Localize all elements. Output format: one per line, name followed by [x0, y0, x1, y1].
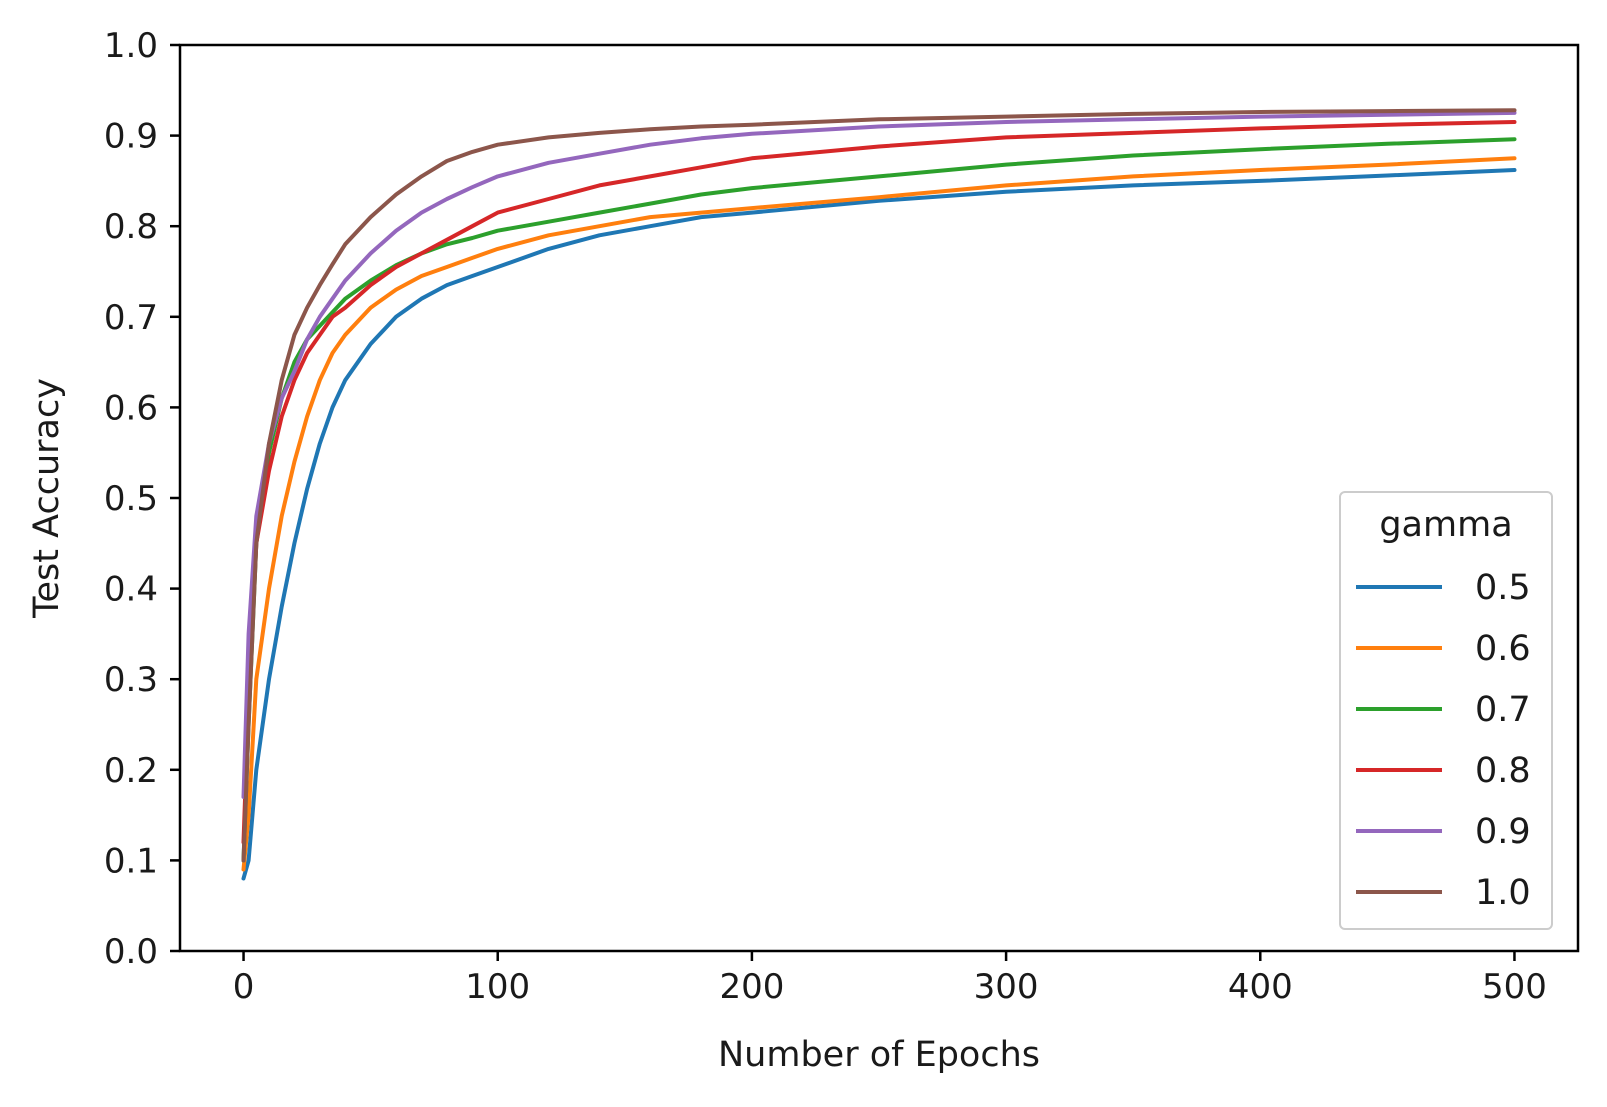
y-tick-label: 0.7 — [104, 298, 158, 338]
plot-frame — [178, 43, 1580, 953]
legend-label: 0.9 — [1475, 812, 1531, 852]
x-tick-label: 500 — [1482, 967, 1547, 1007]
x-tick-label: 100 — [465, 967, 530, 1007]
legend-label: 0.6 — [1475, 629, 1531, 669]
legend-entries: 0.5 0.6 0.7 0.8 0.9 1.0 — [1356, 568, 1531, 913]
y-tick-label: 0.8 — [104, 207, 158, 247]
legend: gamma 0.5 0.6 0.7 0.8 0.9 1.0 — [1339, 491, 1553, 930]
legend-label: 0.8 — [1475, 751, 1531, 791]
y-tick-label: 0.9 — [104, 117, 158, 157]
legend-title: gamma — [1379, 505, 1512, 545]
series-line-1-0 — [241, 108, 1517, 863]
y-tick-label: 0.3 — [104, 660, 158, 700]
y-tick-label: 0.1 — [104, 841, 158, 881]
y-tick-label: 0.5 — [104, 479, 158, 519]
series-layer — [241, 108, 1517, 881]
ticks-layer: 0 100 200 300 400 500 0.0 0.1 0.2 0.3 0.4 0.5 0.6 0.7… — [104, 26, 1547, 1007]
series-line-0-8 — [241, 120, 1517, 845]
x-tick-label: 200 — [719, 967, 784, 1007]
y-tick-label: 0.6 — [104, 388, 158, 428]
legend-label: 1.0 — [1475, 873, 1531, 913]
y-tick-label: 0.0 — [104, 932, 158, 972]
series-line-0-6 — [241, 156, 1517, 872]
x-tick-label: 300 — [974, 967, 1039, 1007]
x-tick-label: 0 — [233, 967, 255, 1007]
series-line-0-9 — [241, 110, 1517, 799]
legend-label: 0.5 — [1475, 568, 1531, 608]
legend-label: 0.7 — [1475, 690, 1531, 730]
y-axis-label: Test Accuracy — [27, 378, 67, 619]
y-tick-label: 0.2 — [104, 751, 158, 791]
series-line-0-5 — [241, 168, 1517, 881]
legend-box — [1339, 491, 1553, 930]
x-tick-label: 400 — [1228, 967, 1293, 1007]
y-tick-label: 0.4 — [104, 570, 158, 610]
x-axis-label: Number of Epochs — [718, 1035, 1040, 1075]
y-tick-label: 1.0 — [104, 26, 158, 66]
